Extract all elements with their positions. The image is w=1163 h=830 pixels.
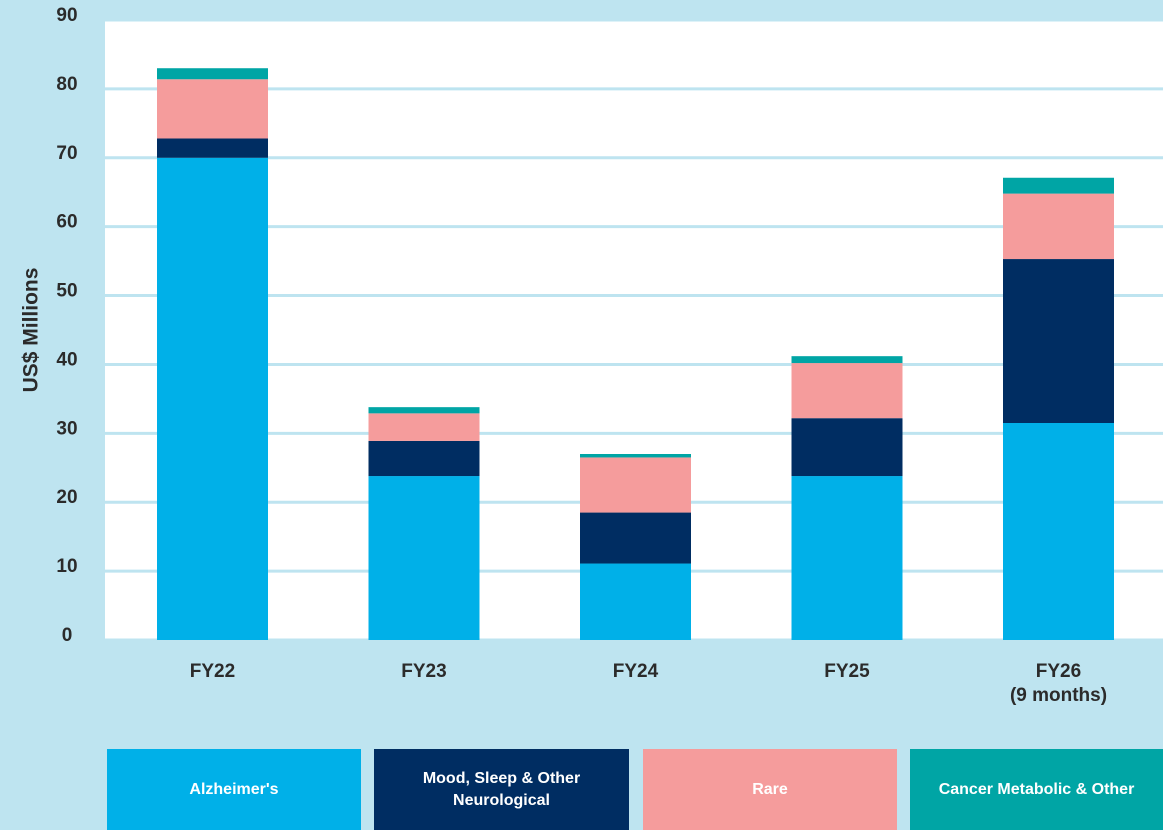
bar-segment (580, 454, 691, 458)
x-tick-label: FY23 (401, 661, 447, 682)
y-tick-label: 40 (56, 349, 77, 370)
legend-entry: Alzheimer's (107, 749, 361, 830)
bar-segment (368, 413, 480, 441)
x-tick-label: FY25 (824, 661, 870, 682)
bar-segment (157, 157, 268, 640)
y-axis-label: US$ Millions (20, 268, 43, 393)
y-tick-label: 10 (56, 556, 77, 577)
legend-entry: Cancer Metabolic & Other (910, 749, 1163, 830)
bar-segment (791, 356, 903, 364)
y-tick-label: 20 (56, 487, 77, 508)
bar-segment (368, 440, 480, 477)
y-tick-label: 50 (56, 281, 77, 302)
y-tick-label: 60 (56, 212, 77, 233)
bar-segment (157, 68, 268, 80)
bar-segment (791, 363, 903, 419)
bar-segment (580, 512, 691, 564)
y-tick-label: 70 (56, 143, 77, 164)
bar-segment (368, 476, 480, 640)
bar-segment (1003, 259, 1114, 423)
bar-segment (1003, 193, 1114, 260)
x-tick-label: FY26 (9 months) (1009, 661, 1108, 706)
y-tick-label: 80 (56, 74, 77, 95)
y-tick-label: 0 (62, 625, 73, 646)
bar-segment (791, 476, 903, 640)
bar-segment (368, 407, 480, 414)
bar-segment (1003, 423, 1114, 640)
bar-segment (580, 457, 691, 513)
x-tick-label: FY22 (189, 661, 236, 682)
legend-entry: Mood, Sleep & Other Neurological (374, 749, 629, 830)
bar-segment (157, 79, 268, 139)
bar-segment (1003, 177, 1114, 194)
legend-entry: Rare (643, 749, 897, 830)
y-tick-label: 90 (56, 5, 77, 26)
bar-segment (157, 138, 268, 158)
y-tick-label: 30 (56, 418, 77, 439)
bar-segment (580, 563, 691, 640)
bar-segment (791, 418, 903, 477)
x-tick-label: FY24 (612, 661, 659, 682)
